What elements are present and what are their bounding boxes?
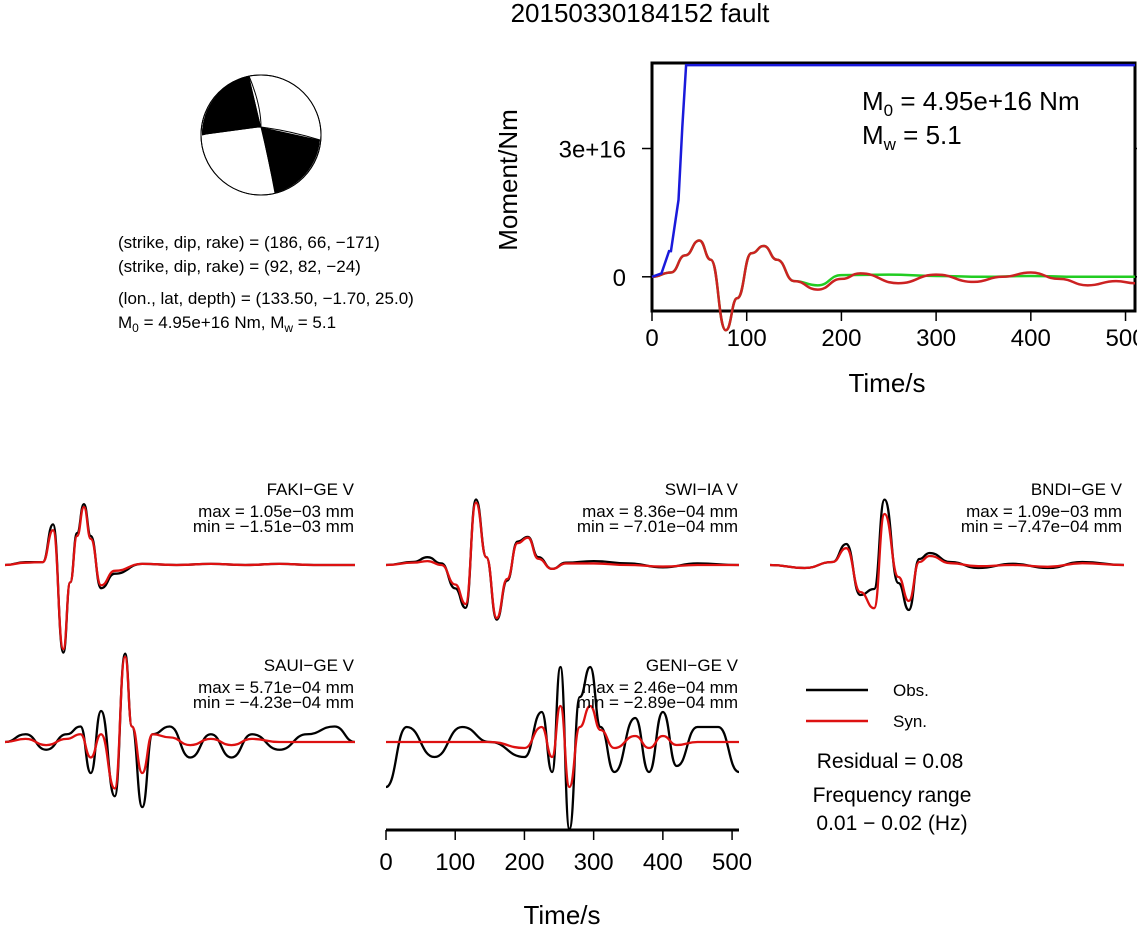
synthetic-waveform	[4, 655, 355, 790]
frequency-range-value: 0.01 − 0.02 (Hz)	[816, 812, 967, 835]
moment-annotation-mw: Mw = 5.1	[862, 120, 962, 154]
moment-y-tick-label: 3e+16	[559, 137, 626, 164]
station-label: SAUI−GE V	[264, 656, 355, 675]
waveform-x-tick-label: 500	[712, 849, 752, 876]
nodal-plane-1: (strike, dip, rake) = (186, 66, −171)	[118, 233, 380, 252]
legend: Obs. Syn.	[806, 681, 929, 731]
nodal-plane-2: (strike, dip, rake) = (92, 82, −24)	[118, 257, 361, 276]
station-max: max = 8.36e−04 mm	[582, 502, 738, 521]
moment-annotation-m0: M0 = 4.95e+16 Nm	[862, 86, 1080, 120]
moment-x-axis-label: Time/s	[848, 368, 925, 398]
cumulative-moment-series	[651, 63, 1135, 278]
moment-rate-green-series	[651, 239, 1135, 332]
moment-x-tick-label: 500	[1106, 325, 1137, 352]
waveform-x-tick-label: 400	[643, 849, 683, 876]
synthetic-waveform	[769, 512, 1125, 610]
waveform-x-tick-label: 200	[504, 849, 544, 876]
beachball-compressional-quadrant	[261, 127, 320, 193]
station-max: max = 2.46e−04 mm	[582, 678, 738, 697]
moment-plot-frame	[650, 61, 1137, 313]
legend-obs-label: Obs.	[893, 681, 929, 700]
observed-waveform	[385, 665, 740, 831]
frequency-range-title: Frequency range	[813, 784, 972, 807]
beachball	[200, 74, 322, 196]
figure-title: 20150330184152 fault	[511, 0, 771, 28]
station-label: BNDI−GE V	[1031, 480, 1123, 499]
moment-x-tick-label: 300	[916, 325, 956, 352]
observed-waveform	[4, 652, 356, 809]
station-label: SWI−IA V	[665, 480, 739, 499]
synthetic-waveform	[4, 505, 355, 651]
hypocenter-location: (lon., lat, depth) = (133.50, −1.70, 25.…	[118, 289, 414, 308]
station-min: min = −7.01e−04 mm	[577, 517, 738, 536]
station-min: min = −7.47e−04 mm	[961, 517, 1122, 536]
station-label: FAKI−GE V	[267, 480, 355, 499]
synthetic-waveform	[385, 501, 739, 620]
legend-syn-label: Syn.	[893, 712, 927, 731]
moment-x-tick-label: 400	[1011, 325, 1051, 352]
moment-rate-red-series	[651, 239, 1136, 332]
moment-magnitude-line: M0 = 4.95e+16 Nm, Mw = 5.1	[118, 313, 336, 335]
moment-chart: 010020030040050003e+16 M0 = 4.95e+16 Nm …	[493, 61, 1137, 398]
moment-y-tick-label: 0	[613, 265, 626, 292]
station-max: max = 5.71e−04 mm	[198, 678, 354, 697]
synthetic-waveform	[385, 704, 739, 789]
station-label: GENI−GE V	[646, 656, 739, 675]
station-min: min = −2.89e−04 mm	[577, 693, 738, 712]
waveform-x-tick-label: 100	[435, 849, 475, 876]
waveform-x-tick-label: 0	[379, 849, 392, 876]
station-min: min = −4.23e−04 mm	[193, 693, 354, 712]
station-max: max = 1.09e−03 mm	[966, 502, 1122, 521]
source-info: (strike, dip, rake) = (186, 66, −171) (s…	[118, 233, 414, 335]
waveform-x-axis-label: Time/s	[523, 900, 600, 926]
residual-text: Residual = 0.08	[817, 750, 964, 773]
moment-x-tick-label: 200	[821, 325, 861, 352]
moment-y-axis-label: Moment/Nm	[493, 109, 523, 251]
station-max: max = 1.05e−03 mm	[198, 502, 354, 521]
moment-x-tick-label: 100	[727, 325, 767, 352]
waveform-time-axis: 0 100 200 300 400 500	[379, 828, 752, 876]
waveform-x-tick-label: 300	[574, 849, 614, 876]
moment-x-tick-label: 0	[645, 325, 658, 352]
station-min: min = −1.51e−03 mm	[193, 517, 354, 536]
